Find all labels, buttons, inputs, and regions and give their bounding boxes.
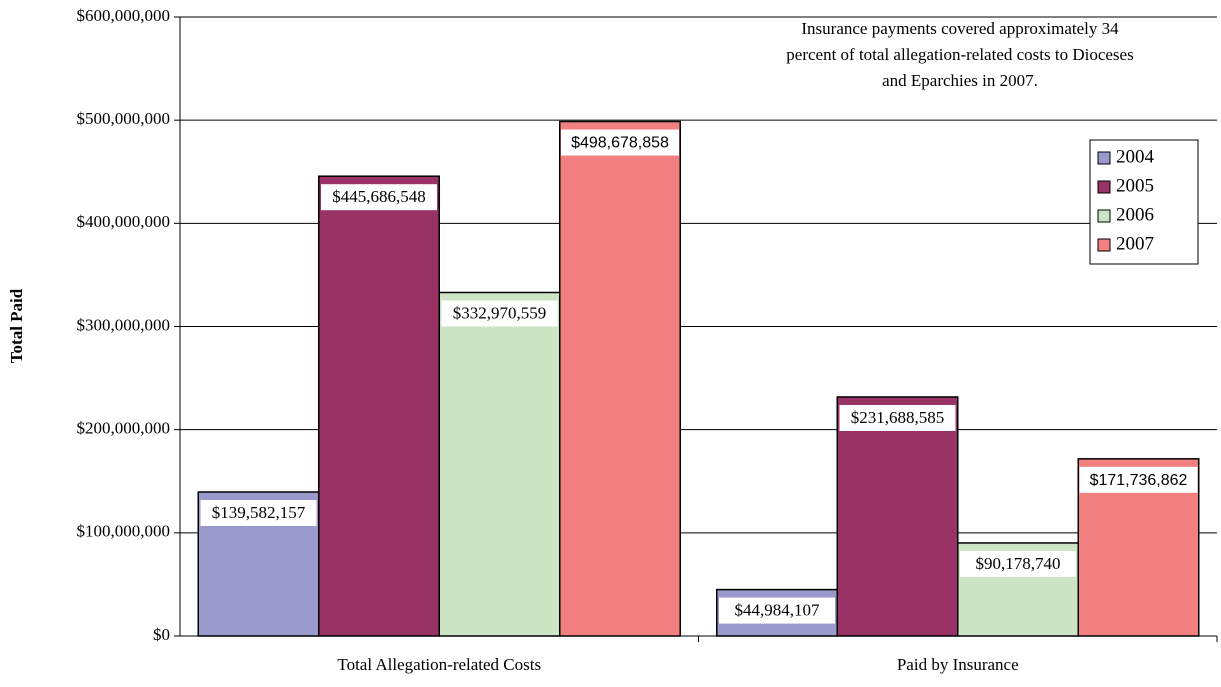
data-label-box	[561, 129, 679, 156]
bar	[438, 291, 561, 637]
data-label-box	[200, 499, 317, 526]
data-label-box	[839, 404, 956, 431]
annotation: and Eparchies in 2007.	[882, 71, 1038, 90]
bar	[836, 396, 959, 637]
data-label: $44,984,107	[735, 600, 821, 619]
legend-swatch	[1097, 151, 1111, 165]
legend-label: 2006	[1116, 204, 1154, 225]
legend-label: 2005	[1116, 175, 1154, 196]
legend-swatch	[1097, 209, 1111, 223]
y-axis-label: Total Paid	[7, 288, 26, 363]
y-tick-label: $0	[153, 625, 170, 644]
annotation: percent of total allegation-related cost…	[786, 45, 1133, 64]
data-label-box	[719, 597, 835, 624]
data-label: $90,178,740	[976, 554, 1061, 573]
y-tick-label: $200,000,000	[77, 419, 171, 438]
data-label: $171,736,862	[1090, 472, 1188, 489]
data-label-box	[441, 300, 558, 327]
data-label: $498,678,858	[571, 135, 669, 152]
data-label-box	[321, 184, 437, 211]
legend-swatch	[1097, 238, 1111, 252]
y-tick-label: $100,000,000	[77, 522, 171, 541]
data-label: $445,686,548	[332, 187, 426, 206]
annotation: Insurance payments covered approximately…	[801, 19, 1119, 38]
y-tick-label: $600,000,000	[77, 6, 171, 25]
data-label-box	[1079, 466, 1198, 493]
data-label: $332,970,559	[453, 303, 547, 322]
legend-swatch	[1097, 180, 1111, 194]
y-tick-label: $400,000,000	[77, 212, 171, 231]
y-tick-label: $300,000,000	[77, 315, 171, 334]
data-label: $139,582,157	[212, 503, 306, 522]
legend-label: 2007	[1116, 233, 1154, 254]
legend-label: 2004	[1116, 146, 1155, 167]
data-label: $231,688,585	[851, 408, 945, 427]
x-tick-label: Paid by Insurance	[897, 655, 1019, 674]
y-tick-label: $500,000,000	[77, 109, 171, 128]
bar	[559, 120, 681, 637]
data-label-box	[960, 550, 1076, 577]
bar	[318, 175, 440, 637]
x-tick-label: Total Allegation-related Costs	[337, 655, 541, 674]
